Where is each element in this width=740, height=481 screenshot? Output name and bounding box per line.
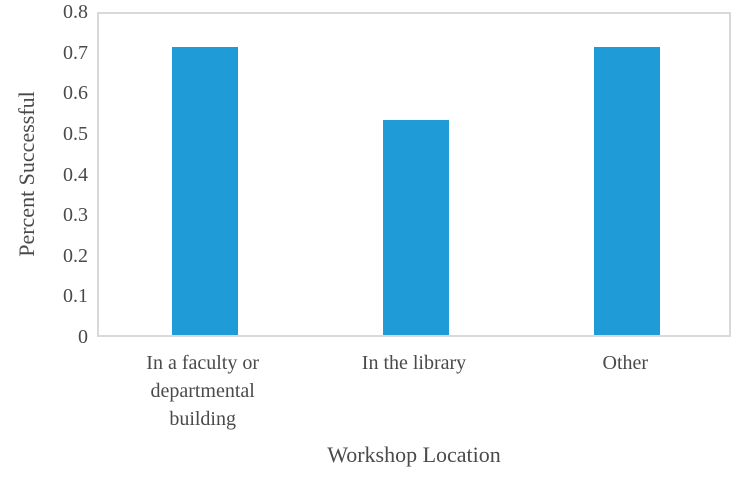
y-tick-label-0.1: 0.1 — [63, 285, 88, 308]
x-category-label-text: In a faculty or departmental building — [146, 352, 260, 430]
x-category-label-2: In the library — [308, 349, 519, 377]
x-category-label-text: Other — [602, 352, 649, 374]
y-tick-label-0: 0 — [78, 326, 88, 348]
y-tick-label-0.6: 0.6 — [63, 82, 88, 105]
x-category-label-3: Other — [520, 349, 731, 377]
y-tick-label-0.7: 0.7 — [63, 41, 88, 64]
y-tick-label-0.5: 0.5 — [63, 122, 88, 145]
plot-area — [97, 12, 731, 337]
bar-1 — [171, 46, 238, 335]
y-tick-label-0.8: 0.8 — [63, 1, 88, 23]
bar-2 — [383, 119, 449, 335]
y-tick-label-0.4: 0.4 — [63, 163, 88, 186]
y-tick-label-0.2: 0.2 — [63, 244, 88, 267]
y-tick-label-0.3: 0.3 — [63, 204, 88, 227]
x-axis-title: Workshop Location — [327, 442, 501, 467]
bar-3 — [594, 46, 661, 335]
x-category-label-text: In the library — [361, 352, 467, 374]
x-category-label-1: In a faculty or departmental building — [97, 349, 308, 433]
